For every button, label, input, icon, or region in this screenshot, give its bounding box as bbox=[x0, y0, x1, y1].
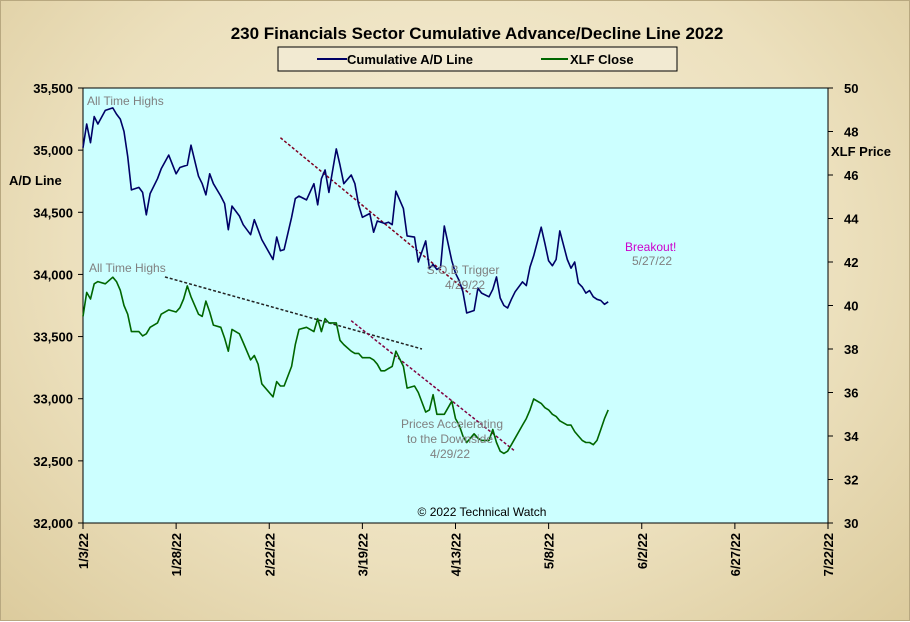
y-tick-left-label: 33,500 bbox=[33, 330, 73, 345]
annotation-sob-trigger: S.O.B Trigger bbox=[427, 263, 500, 277]
annotation-ath-ad: All Time Highs bbox=[87, 94, 164, 108]
series-ad-line bbox=[82, 107, 609, 314]
y-tick-right-label: 32 bbox=[844, 473, 858, 488]
annotation-accel-3: 4/29/22 bbox=[430, 447, 470, 461]
y-tick-left-label: 34,500 bbox=[33, 205, 73, 220]
annotation-breakout-date: 5/27/22 bbox=[632, 254, 672, 268]
y-tick-right-label: 50 bbox=[844, 81, 858, 96]
y-tick-right-label: 38 bbox=[844, 342, 858, 357]
x-tick-label: 4/13/22 bbox=[449, 533, 464, 576]
x-tick-label: 7/22/22 bbox=[821, 533, 836, 576]
x-ticks: 1/3/22 1/28/22 2/22/22 3/19/22 4/13/22 5/8/22… bbox=[76, 523, 836, 576]
y-tick-left-label: 32,000 bbox=[33, 516, 73, 531]
y-tick-left-label: 32,500 bbox=[33, 454, 73, 469]
y-tick-right-label: 34 bbox=[844, 429, 859, 444]
y-tick-left-label: 35,000 bbox=[33, 143, 73, 158]
legend-label-xlf: XLF Close bbox=[570, 52, 634, 67]
y-axis-label-left: A/D Line bbox=[9, 173, 62, 188]
y-tick-right-label: 36 bbox=[844, 386, 858, 401]
chart-title: 230 Financials Sector Cumulative Advance… bbox=[231, 24, 724, 43]
x-tick-label: 6/27/22 bbox=[728, 533, 743, 576]
x-tick-label: 5/8/22 bbox=[542, 533, 557, 569]
annotation-accel-2: to the Downside bbox=[407, 432, 493, 446]
y-tick-right-label: 48 bbox=[844, 125, 858, 140]
y-tick-right-label: 44 bbox=[844, 212, 859, 227]
x-tick-label: 1/28/22 bbox=[169, 533, 184, 576]
legend: Cumulative A/D Line XLF Close bbox=[277, 46, 678, 72]
y-tick-right-label: 42 bbox=[844, 255, 858, 270]
y-ticks-right: 30 32 34 36 38 40 42 44 46 48 50 bbox=[828, 81, 859, 531]
y-tick-right-label: 40 bbox=[844, 299, 858, 314]
x-tick-label: 3/19/22 bbox=[355, 533, 370, 576]
annotation-ath-xlf: All Time Highs bbox=[89, 261, 166, 275]
annotation-accel-1: Prices Accelerating bbox=[401, 417, 503, 431]
x-tick-label: 1/3/22 bbox=[76, 533, 91, 569]
y-ticks-left: 32,000 32,500 33,000 33,500 34,000 34,500 35,0… bbox=[33, 81, 83, 531]
x-tick-label: 2/22/22 bbox=[262, 533, 277, 576]
series-lines bbox=[82, 107, 609, 455]
y-tick-right-label: 30 bbox=[844, 516, 858, 531]
y-axis-label-right: XLF Price bbox=[831, 144, 891, 159]
y-tick-right-label: 46 bbox=[844, 168, 858, 183]
series-xlf-close bbox=[82, 276, 609, 455]
trendline-sob_trigger bbox=[164, 276, 423, 350]
x-tick-label: 6/2/22 bbox=[635, 533, 650, 569]
y-tick-left-label: 34,000 bbox=[33, 267, 73, 282]
y-tick-left-label: 33,000 bbox=[33, 392, 73, 407]
annotations: All Time Highs All Time Highs S.O.B Trig… bbox=[87, 94, 676, 519]
y-tick-left-label: 35,500 bbox=[33, 81, 73, 96]
annotation-breakout: Breakout! bbox=[625, 240, 676, 254]
copyright-note: © 2022 Technical Watch bbox=[418, 505, 547, 519]
legend-label-ad: Cumulative A/D Line bbox=[347, 52, 473, 67]
annotation-sob-date: 4/29/22 bbox=[445, 278, 485, 292]
